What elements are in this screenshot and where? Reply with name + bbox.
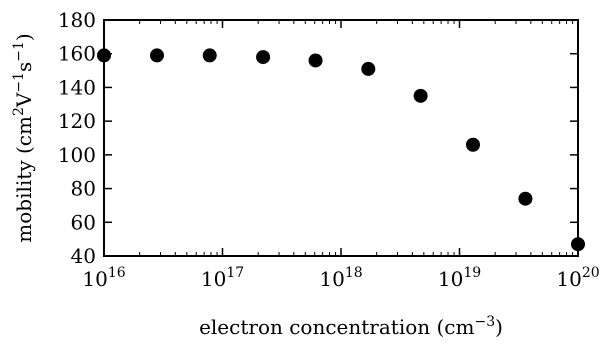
y-axis-label: mobility (cm2V−1s−1) [11, 33, 36, 242]
data-point [308, 53, 323, 68]
x-axis-label: electron concentration (cm−3) [199, 314, 503, 339]
y-tick-label: 140 [58, 75, 96, 99]
data-point [571, 237, 585, 252]
x-tick-label: 1020 [556, 265, 599, 291]
y-tick-label: 40 [71, 244, 96, 268]
y-tick-label: 100 [58, 143, 96, 167]
y-tick-label: 80 [71, 177, 96, 201]
plot-area [97, 19, 585, 257]
x-tick-label: 1017 [201, 265, 244, 291]
y-axis-label-superscript: −1 [11, 72, 27, 93]
x-axis-label-text: ) [495, 315, 503, 339]
x-tick-exponent: 19 [463, 265, 481, 281]
x-tick-base: 10 [319, 267, 344, 291]
x-tick-label: 1018 [319, 265, 362, 291]
y-axis: 40 60 80 100 120 140 160 180 [58, 8, 578, 268]
y-tick-label: 60 [71, 210, 96, 234]
x-axis-label-superscript: −3 [474, 314, 495, 330]
axis-labels: electron concentration (cm−3)mobility (c… [11, 33, 503, 339]
y-axis-label-text: ) [12, 33, 36, 41]
x-tick-label: 1016 [82, 265, 125, 291]
y-axis-label-superscript: 2 [11, 107, 27, 116]
y-axis-label-text: V [12, 92, 36, 108]
x-tick-exponent: 20 [582, 265, 600, 281]
data-point [149, 48, 164, 63]
x-tick-base: 10 [82, 267, 107, 291]
x-axis-label-text: electron concentration (cm [199, 315, 474, 339]
data-points [97, 48, 585, 252]
x-axis: 1016 1017 1018 1019 1020 [82, 20, 600, 291]
data-point [466, 137, 480, 152]
data-point [518, 191, 533, 206]
x-tick-exponent: 17 [226, 265, 244, 281]
y-tick-label: 180 [58, 8, 96, 32]
x-tick-exponent: 16 [108, 265, 126, 281]
data-point [413, 88, 428, 103]
x-tick-label: 1019 [438, 265, 481, 291]
x-tick-base: 10 [438, 267, 463, 291]
x-tick-base: 10 [556, 267, 581, 291]
data-point [97, 48, 111, 63]
plot-frame [103, 19, 579, 257]
x-tick-base: 10 [201, 267, 226, 291]
x-tick-exponent: 18 [345, 265, 363, 281]
data-point [361, 61, 376, 76]
y-tick-label: 160 [58, 42, 96, 66]
data-point [202, 48, 217, 63]
data-point [256, 50, 271, 65]
y-axis-label-text: mobility (cm [12, 116, 36, 243]
y-axis-label-text: s [12, 62, 36, 72]
y-axis-label-superscript: −1 [11, 41, 27, 62]
y-tick-label: 120 [58, 109, 96, 133]
